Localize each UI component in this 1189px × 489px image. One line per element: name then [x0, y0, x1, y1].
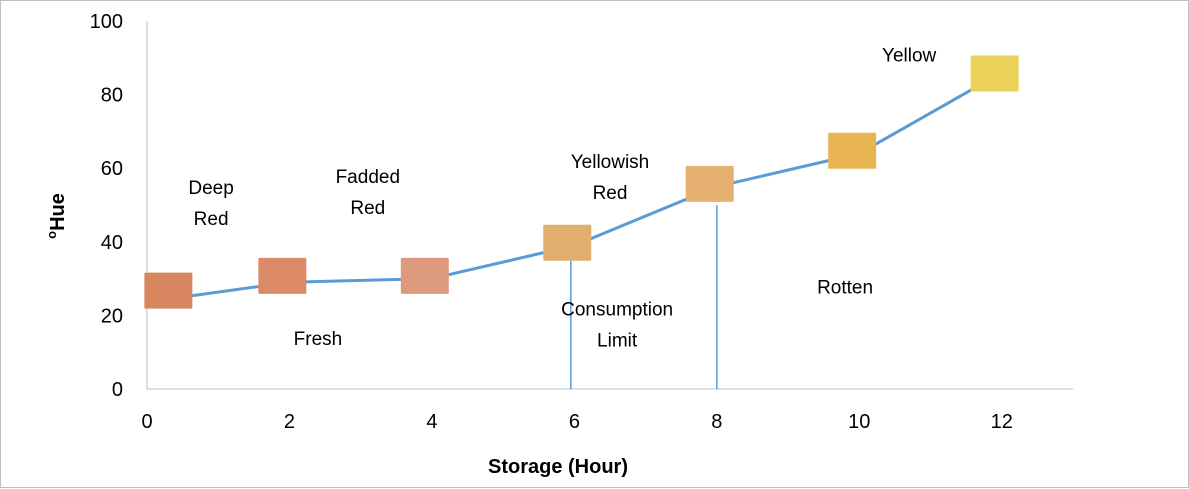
- x-tick-label: 0: [141, 411, 152, 433]
- axes: [146, 21, 1073, 390]
- annotation-label: Yellowish Red: [571, 152, 650, 204]
- x-tick-label: 6: [569, 411, 580, 433]
- sample-patch: [258, 257, 307, 294]
- sample-patch: [970, 55, 1019, 92]
- annotation-line: Yellowish: [571, 152, 650, 173]
- annotation-line: Deep: [188, 178, 233, 199]
- annotation-label: Rotten: [817, 277, 873, 298]
- x-tick-label: 10: [848, 411, 870, 433]
- sample-patch: [400, 257, 449, 294]
- sample-color-patches: [144, 55, 1019, 309]
- y-axis-title-text: Hue: [47, 193, 69, 231]
- sample-patch: [144, 272, 193, 309]
- x-tick-label: 4: [426, 411, 437, 433]
- y-tick-label: 100: [90, 11, 123, 33]
- annotation-line: Limit: [597, 330, 638, 351]
- boundary-lines: [570, 205, 718, 389]
- y-tick-label: 40: [101, 232, 123, 254]
- x-tick-label: 8: [711, 411, 722, 433]
- sample-patch: [685, 165, 734, 202]
- y-tick-label: 20: [101, 305, 123, 327]
- y-tick-label: 80: [101, 85, 123, 107]
- annotation-label: Fadded Red: [336, 167, 400, 219]
- annotation-line: Consumption: [561, 299, 673, 320]
- annotation-label: Consumption Limit: [561, 299, 673, 351]
- annotation-line: Red: [593, 183, 628, 204]
- annotation-line: Yellow: [882, 45, 937, 66]
- x-tick-label: 2: [284, 411, 295, 433]
- y-axis-title-degree: o: [44, 231, 59, 239]
- annotation-label: Fresh: [294, 329, 343, 350]
- annotation-line: Rotten: [817, 277, 873, 298]
- annotation-label: Deep Red: [188, 178, 233, 230]
- sample-patch: [828, 132, 877, 169]
- annotation-line: Red: [350, 198, 385, 219]
- sample-patch: [543, 224, 592, 261]
- x-tick-label: 12: [991, 411, 1013, 433]
- y-tick-label: 60: [101, 158, 123, 180]
- y-axis-title: oHue: [44, 193, 69, 239]
- tick-labels: 0 2 4 6 8 10 12 0 20 40 60 80 100: [90, 11, 1013, 433]
- annotation-line: Fresh: [294, 329, 343, 350]
- annotation-line: Fadded: [336, 167, 400, 188]
- x-axis-title: Storage (Hour): [488, 456, 628, 478]
- annotation-line: Red: [194, 209, 229, 230]
- annotations: Deep Red Fadded Red Yellowish Red Yellow Fresh C…: [188, 45, 936, 351]
- annotation-label: Yellow: [882, 45, 937, 66]
- y-tick-label: 0: [112, 379, 123, 401]
